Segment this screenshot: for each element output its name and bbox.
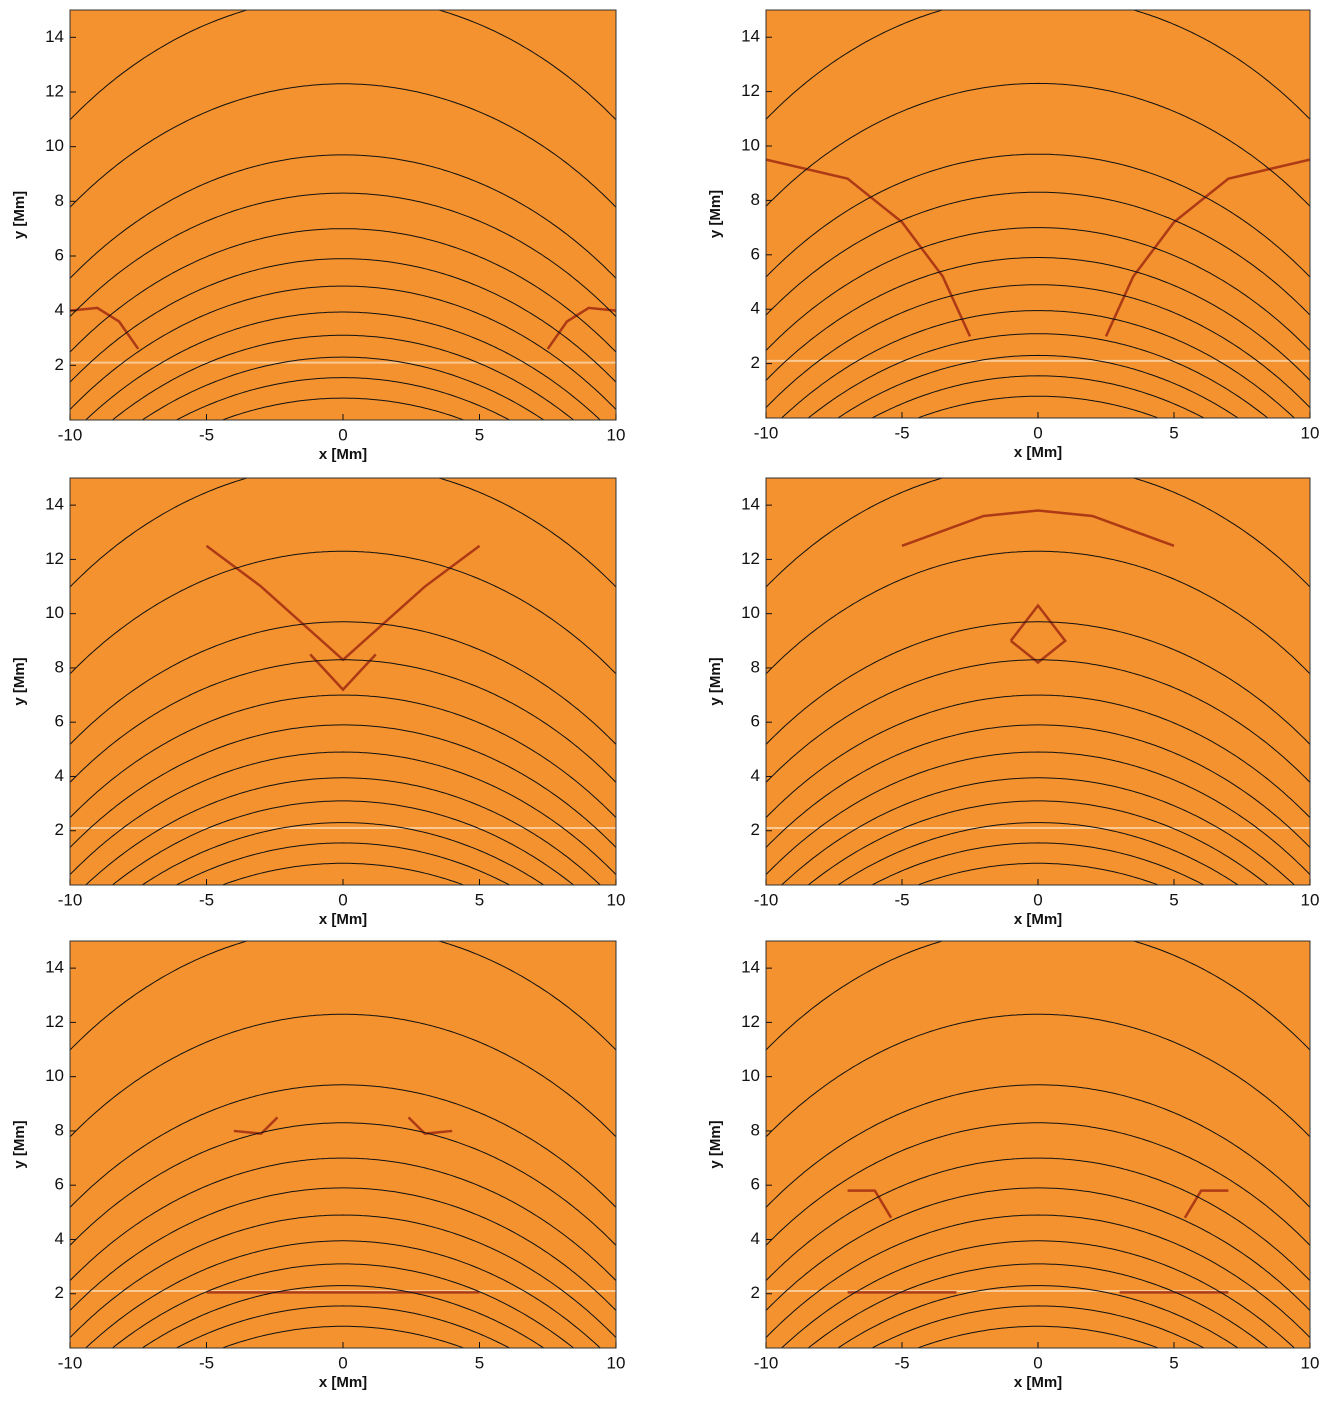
x-tick-label: -5: [199, 890, 214, 909]
y-tick-label: 14: [741, 27, 760, 46]
y-tick-label: 4: [751, 1229, 760, 1248]
x-tick-label: -10: [58, 890, 83, 909]
y-tick-label: 14: [45, 495, 64, 514]
field-line: [70, 0, 616, 11]
x-tick-label: 0: [1033, 890, 1042, 909]
y-tick-label: 8: [751, 190, 760, 209]
x-tick-label: 0: [1033, 423, 1042, 442]
y-tick-label: 10: [741, 603, 760, 622]
y-tick-label: 6: [751, 1175, 760, 1194]
panel: -10 -5 0 5 10 2 4 6 8 10 12 14 x [Mm] y [Mm]: [11, 819, 625, 1402]
field-line: [766, 0, 1310, 11]
x-tick-label: 5: [1169, 1353, 1178, 1372]
y-tick-label: 12: [45, 549, 64, 568]
y-tick-label: 10: [45, 603, 64, 622]
x-axis-label: x [Mm]: [1014, 911, 1062, 928]
y-axis-label: y [Mm]: [707, 657, 724, 705]
field-background: [766, 941, 1310, 1348]
x-tick-label: -5: [199, 1353, 214, 1372]
y-tick-label: 12: [741, 1012, 760, 1031]
x-tick-label: -10: [754, 423, 779, 442]
field-background: [70, 478, 616, 885]
y-tick-label: 10: [741, 135, 760, 154]
x-tick-label: 5: [1169, 890, 1178, 909]
y-tick-label: 8: [55, 191, 64, 210]
x-tick-label: -5: [199, 425, 214, 444]
panel: -10 -5 0 5 10 2 4 6 8 10 12 14 x [Mm] y [Mm]: [707, 0, 1319, 519]
page: -10 -5 0 5 10 2 4 6 8 10 12 14 x [Mm] y [Mm] -10 -5 0 5 10…: [0, 0, 1328, 1402]
y-tick-label: 4: [55, 1229, 64, 1248]
y-tick-label: 2: [55, 1283, 64, 1302]
field-background: [70, 941, 616, 1348]
x-tick-label: 10: [1301, 1353, 1320, 1372]
y-tick-label: 14: [45, 958, 64, 977]
y-tick-label: 2: [751, 820, 760, 839]
y-tick-label: 2: [55, 355, 64, 374]
y-tick-label: 2: [55, 820, 64, 839]
x-tick-label: 10: [1301, 890, 1320, 909]
y-tick-label: 10: [45, 1066, 64, 1085]
x-tick-label: 10: [607, 1353, 626, 1372]
y-axis-label: y [Mm]: [707, 1120, 724, 1168]
y-tick-label: 4: [55, 300, 64, 319]
x-tick-label: -10: [58, 1353, 83, 1372]
x-tick-label: 5: [475, 890, 484, 909]
y-tick-label: 6: [751, 712, 760, 731]
y-tick-label: 6: [55, 1175, 64, 1194]
field-background: [766, 10, 1310, 418]
y-tick-label: 4: [751, 299, 760, 318]
y-tick-label: 12: [45, 1012, 64, 1031]
y-tick-label: 4: [751, 766, 760, 785]
x-axis-label: x [Mm]: [319, 446, 367, 463]
x-tick-label: 10: [607, 890, 626, 909]
x-axis-label: x [Mm]: [319, 1374, 367, 1391]
x-tick-label: -5: [894, 423, 909, 442]
y-tick-label: 10: [45, 136, 64, 155]
y-tick-label: 2: [751, 353, 760, 372]
y-tick-label: 10: [741, 1066, 760, 1085]
y-tick-label: 8: [55, 1120, 64, 1139]
x-tick-label: -10: [754, 1353, 779, 1372]
x-tick-label: 0: [338, 425, 347, 444]
x-tick-label: -5: [894, 1353, 909, 1372]
y-tick-label: 12: [45, 81, 64, 100]
y-tick-label: 8: [751, 1120, 760, 1139]
y-axis-label: y [Mm]: [707, 190, 724, 238]
figure: -10 -5 0 5 10 2 4 6 8 10 12 14 x [Mm] y [Mm] -10 -5 0 5 10…: [0, 0, 1328, 1402]
y-tick-label: 14: [45, 27, 64, 46]
x-tick-label: 10: [607, 425, 626, 444]
y-axis-label: y [Mm]: [11, 657, 28, 705]
x-tick-label: 5: [1169, 423, 1178, 442]
x-tick-label: -10: [754, 890, 779, 909]
x-axis-label: x [Mm]: [1014, 444, 1062, 461]
y-tick-label: 4: [55, 766, 64, 785]
x-tick-label: -10: [58, 425, 83, 444]
y-axis-label: y [Mm]: [11, 1120, 28, 1168]
y-tick-label: 8: [55, 657, 64, 676]
x-axis-label: x [Mm]: [1014, 1374, 1062, 1391]
x-tick-label: 10: [1301, 423, 1320, 442]
x-tick-label: 5: [475, 1353, 484, 1372]
y-tick-label: 12: [741, 549, 760, 568]
y-tick-label: 12: [741, 81, 760, 100]
y-tick-label: 14: [741, 958, 760, 977]
x-tick-label: 5: [475, 425, 484, 444]
y-tick-label: 6: [55, 245, 64, 264]
y-tick-label: 8: [751, 657, 760, 676]
y-tick-label: 6: [55, 712, 64, 731]
y-axis-label: y [Mm]: [11, 191, 28, 239]
x-tick-label: -5: [894, 890, 909, 909]
y-tick-label: 6: [751, 244, 760, 263]
panel: -10 -5 0 5 10 2 4 6 8 10 12 14 x [Mm] y [Mm]: [11, 0, 625, 522]
x-tick-label: 0: [338, 890, 347, 909]
x-tick-label: 0: [338, 1353, 347, 1372]
y-tick-label: 2: [751, 1283, 760, 1302]
field-background: [70, 10, 616, 420]
x-axis-label: x [Mm]: [319, 911, 367, 928]
field-background: [766, 478, 1310, 885]
x-tick-label: 0: [1033, 1353, 1042, 1372]
y-tick-label: 14: [741, 495, 760, 514]
panel: -10 -5 0 5 10 2 4 6 8 10 12 14 x [Mm] y [Mm]: [707, 819, 1319, 1402]
